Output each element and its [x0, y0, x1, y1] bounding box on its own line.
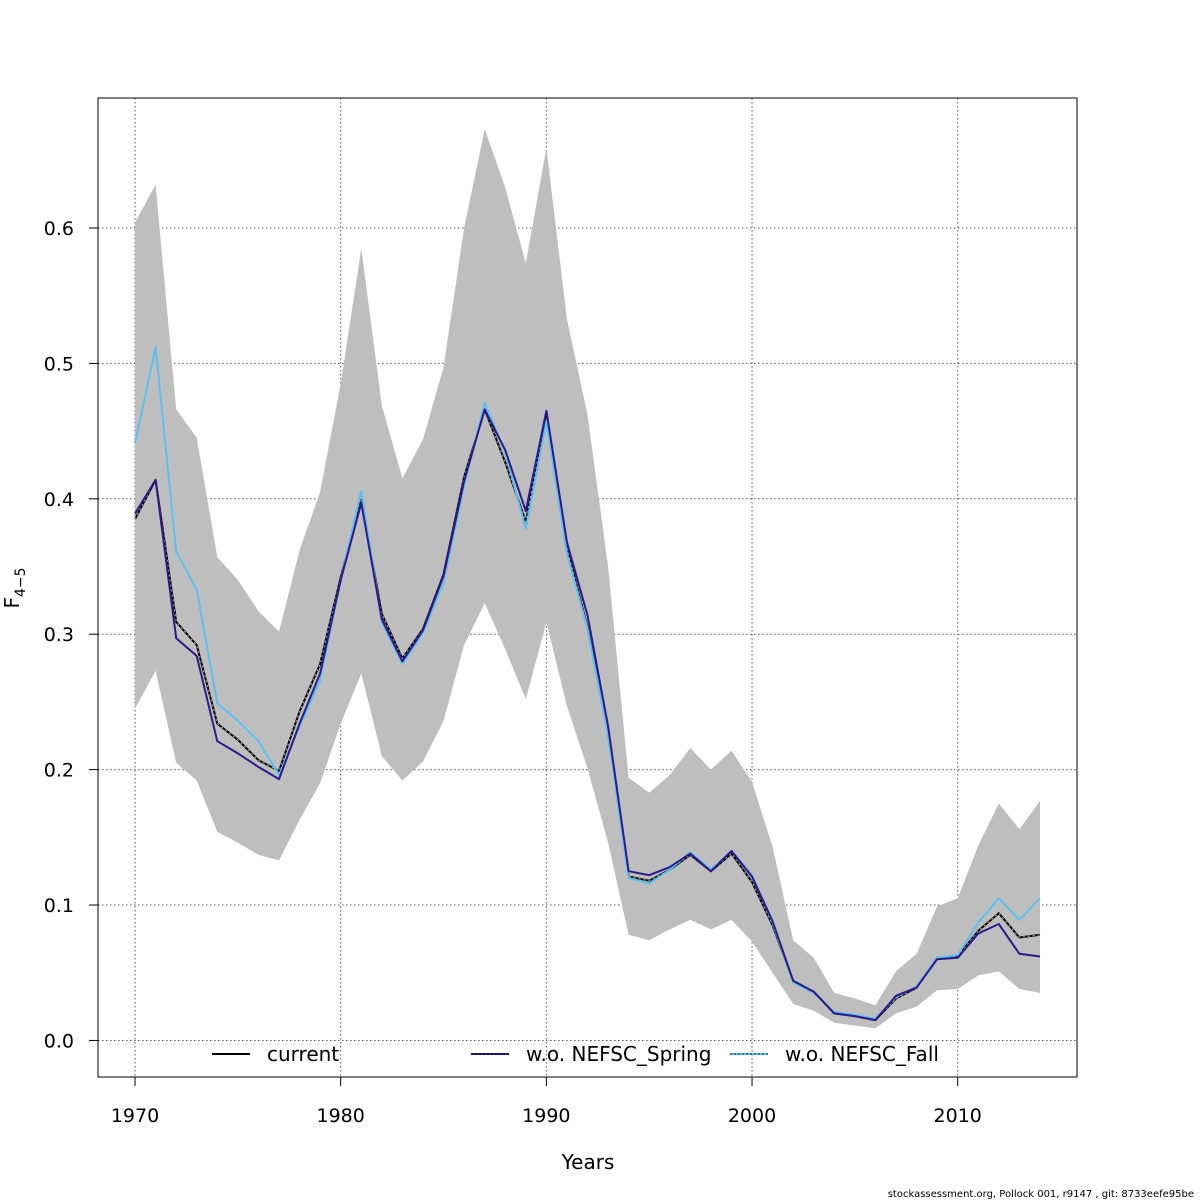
confidence-band-layer [135, 129, 1040, 1029]
y-tick-label: 0.1 [44, 895, 74, 917]
x-tick-label: 1990 [522, 1105, 570, 1127]
legend-label-0: current [267, 1042, 339, 1066]
legend: current w.o. NEFSC_Spring w.o. NEFSC_Fall [212, 1042, 939, 1066]
y-axis-title-sub: 4−5 [13, 567, 29, 597]
y-tick-label: 0.3 [44, 624, 74, 646]
svg-text:F4−5: F4−5 [0, 567, 29, 608]
x-axis: 1970 1980 1990 2000 2010 [111, 1076, 982, 1127]
y-tick-label: 0.6 [44, 218, 74, 240]
x-tick-label: 1970 [111, 1105, 159, 1127]
y-tick-label: 0.0 [44, 1030, 74, 1052]
y-axis-title: F4−5 [0, 567, 29, 608]
y-axis-title-main: F [0, 597, 24, 609]
y-axis: 0.0 0.1 0.2 0.3 0.4 0.5 0.6 [44, 218, 98, 1052]
legend-label-2: w.o. NEFSC_Fall [785, 1042, 939, 1066]
x-tick-label: 2010 [934, 1105, 982, 1127]
legend-label-1: w.o. NEFSC_Spring [526, 1042, 711, 1066]
y-tick-label: 0.4 [44, 489, 74, 511]
x-tick-label: 2000 [728, 1105, 776, 1127]
series-line-w-o-nefsc-spring [134, 408, 1041, 1022]
confidence-band [135, 129, 1040, 1029]
series-layer [134, 346, 1041, 1022]
footer-text: stockassessment.org, Pollock 001, r9147 … [888, 1189, 1194, 1200]
x-tick-label: 1980 [317, 1105, 365, 1127]
y-tick-label: 0.2 [44, 760, 74, 782]
y-tick-label: 0.5 [44, 353, 74, 375]
x-axis-title: Years [561, 1150, 615, 1174]
